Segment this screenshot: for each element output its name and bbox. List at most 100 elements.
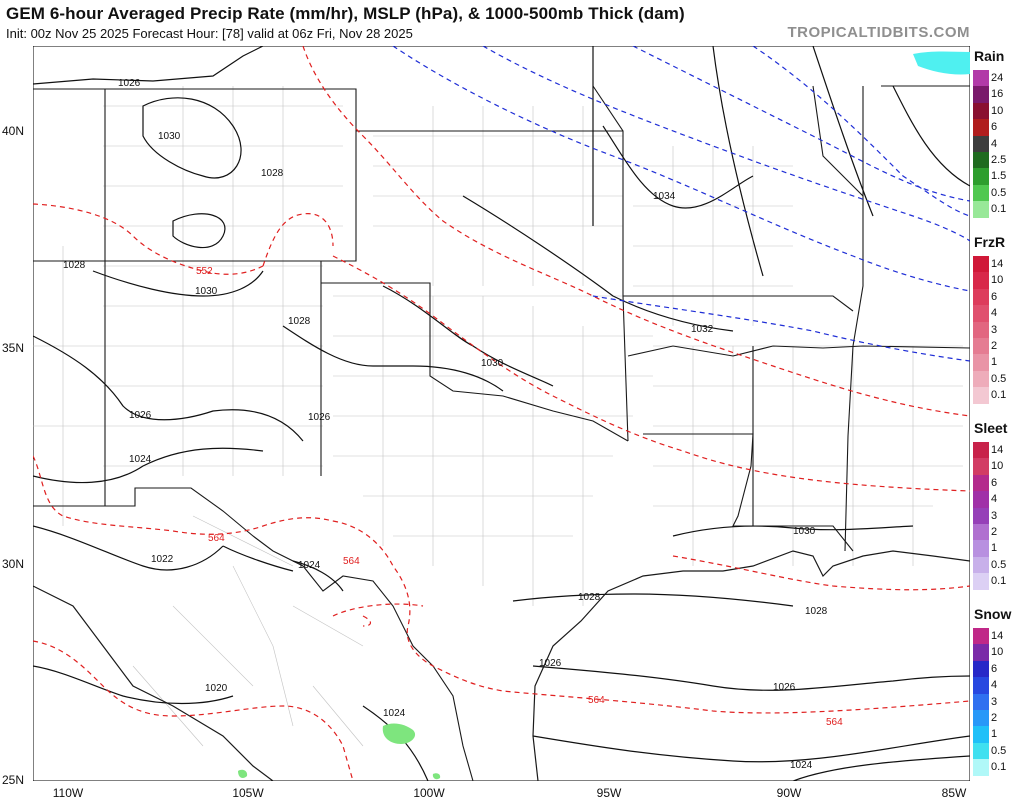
legend-swatch [973, 305, 989, 323]
lat-label-25n: 25N [2, 773, 25, 787]
precip-legend: Rain 24 16 10 6 4 2.5 1.5 0.5 0.1 FrzR 14 10 6 4 3 2 1 0.5… [970, 46, 1024, 781]
legend-title: Snow [974, 606, 1012, 622]
legend-swatch [973, 135, 989, 153]
isobar-label: 1020 [205, 683, 228, 694]
legend-swatch [973, 370, 989, 388]
legend-tick-label: 6 [991, 290, 998, 303]
isobar-label: 1034 [653, 191, 676, 202]
legend-swatch [973, 660, 989, 678]
legend-title: Sleet [974, 420, 1008, 436]
lat-label-30n: 30N [2, 557, 25, 571]
isobar-label: 1026 [118, 78, 141, 89]
legend-swatch [973, 726, 989, 744]
brand-watermark[interactable]: TROPICALTIDBITS.COM [787, 24, 970, 41]
legend-tick-label: 0.1 [991, 575, 1007, 588]
lon-label-90w: 90W [776, 786, 802, 800]
isobars [33, 46, 970, 781]
legend-swatch [973, 759, 989, 777]
isobar-label: 1030 [195, 286, 218, 297]
legend-tick-label: 4 [991, 679, 998, 692]
legend-swatch [973, 338, 989, 355]
legend-tick-label: 0.5 [991, 744, 1007, 757]
thickness-label: 564 [208, 533, 225, 544]
isobar-label: 1028 [63, 260, 86, 271]
lon-label-110w: 110W [52, 786, 84, 800]
lon-label-95w: 95W [596, 786, 622, 800]
legend-swatch [973, 119, 989, 137]
legend-color-bar [973, 256, 989, 405]
legend-swatch [973, 168, 989, 186]
isobar-label: 1030 [793, 526, 816, 537]
legend-tick-label: 3 [991, 323, 998, 336]
legend-swatch [973, 201, 989, 219]
legend-tick-label: 2.5 [991, 154, 1007, 166]
legend-swatch [973, 573, 989, 591]
legend-swatch [973, 524, 989, 541]
county-borders [33, 86, 963, 747]
lon-label-100w: 100W [413, 786, 445, 800]
header: GEM 6-hour Averaged Precip Rate (mm/hr),… [0, 0, 1024, 46]
legend-swatch [973, 693, 989, 711]
state-borders [33, 85, 970, 781]
legend-rain: Rain 24 16 10 6 4 2.5 1.5 0.5 0.1 [970, 48, 1024, 228]
thickness-labels: 552 564 564 564 564 [196, 266, 843, 728]
thickness-warm [33, 46, 970, 781]
legend-snow: Snow 14 10 6 4 3 2 1 0.5 0.1 [970, 606, 1024, 786]
legend-tick-label: 3 [991, 509, 998, 522]
legend-swatch [973, 272, 989, 290]
isobar-label: 1028 [288, 316, 311, 327]
legend-tick-label: 24 [991, 72, 1004, 84]
longitude-axis: 110W 105W 100W 95W 90W 85W [33, 781, 970, 801]
isobar-label: 1024 [790, 760, 813, 771]
legend-tick-label: 14 [991, 444, 1004, 456]
legend-tick-label: 1.5 [991, 170, 1007, 183]
legend-swatch [973, 387, 989, 405]
legend-tick-label: 1 [991, 542, 998, 555]
isobar-label: 1026 [308, 412, 331, 423]
legend-swatch [973, 677, 989, 695]
legend-tick-label: 1 [991, 356, 998, 369]
weather-map[interactable]: 1026 1030 1028 1028 1030 1028 1026 1024 … [33, 46, 970, 781]
map-subtitle: Init: 00z Nov 25 2025 Forecast Hour: [78… [6, 26, 413, 41]
thickness-cold [392, 46, 970, 362]
isobar-labels: 1026 1030 1028 1028 1030 1028 1026 1024 … [63, 78, 828, 771]
legend-tick-label: 10 [991, 104, 1004, 117]
legend-swatch [973, 70, 989, 87]
legend-tick-label: 0.5 [991, 558, 1007, 571]
isobar-label: 1024 [383, 708, 406, 719]
legend-swatch [973, 540, 989, 558]
isobar-label: 1024 [298, 560, 321, 571]
legend-color-bar [973, 442, 989, 591]
legend-swatch [973, 742, 989, 760]
legend-swatch [973, 628, 989, 645]
legend-swatch [973, 102, 989, 120]
legend-swatch [973, 710, 989, 727]
legend-tick-label: 2 [991, 340, 998, 352]
legend-swatch [973, 442, 989, 459]
legend-swatch [973, 507, 989, 525]
legend-frzr: FrzR 14 10 6 4 3 2 1 0.5 0.1 [970, 234, 1024, 414]
legend-color-bar [973, 628, 989, 777]
legend-tick-label: 2 [991, 712, 998, 724]
lat-label-40n: 40N [2, 124, 25, 138]
legend-swatch [973, 556, 989, 574]
legend-tick-label: 1 [991, 728, 998, 741]
map-title: GEM 6-hour Averaged Precip Rate (mm/hr),… [6, 4, 685, 23]
legend-swatch [973, 152, 989, 169]
isobar-label: 1030 [481, 358, 504, 369]
legend-tick-label: 2 [991, 526, 998, 538]
legend-tick-label: 4 [991, 307, 998, 320]
isobar-label: 1028 [578, 592, 601, 603]
legend-swatch [973, 458, 989, 476]
thickness-label: 564 [343, 556, 360, 567]
legend-tick-label: 6 [991, 121, 998, 134]
legend-swatch [973, 474, 989, 492]
legend-tick-label: 6 [991, 662, 998, 675]
isobar-label: 1026 [129, 410, 152, 421]
legend-tick-label: 0.1 [991, 761, 1007, 774]
isobar-label: 1026 [773, 682, 796, 693]
legend-swatch [973, 354, 989, 372]
thickness-label: 564 [826, 717, 843, 728]
lon-label-105w: 105W [232, 786, 264, 800]
legend-title: Rain [974, 48, 1005, 64]
